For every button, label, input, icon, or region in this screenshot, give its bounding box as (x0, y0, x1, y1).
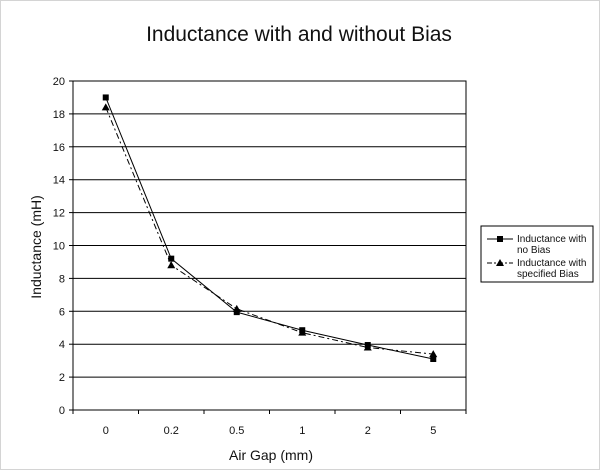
x-axis-label: Air Gap (mm) (229, 447, 313, 463)
y-tick-label: 6 (59, 306, 65, 318)
chart-title: Inductance with and without Bias (146, 23, 452, 46)
series-2-point-1 (167, 261, 176, 269)
x-tick-label: 2 (365, 425, 371, 437)
legend-label-2: Inductance with (517, 258, 587, 269)
series-2-point-4 (363, 343, 372, 351)
y-tick-label: 2 (59, 372, 65, 384)
legend-label-2: specified Bias (517, 269, 579, 280)
series-1-point-2 (233, 309, 240, 316)
series-2-point-5 (429, 350, 438, 358)
series-1 (102, 94, 437, 363)
series-1-point-5 (430, 356, 437, 363)
series-1-point-0 (102, 94, 109, 101)
series-layer (101, 94, 438, 363)
x-tick-label: 5 (430, 425, 436, 437)
y-axis-ticks: 0 2 4 6 8 10 12 14 16 18 20 (53, 76, 73, 417)
legend-marker-1 (497, 236, 503, 242)
y-tick-label: 20 (53, 76, 65, 88)
y-tick-label: 0 (59, 405, 65, 417)
series-2 (101, 103, 438, 358)
y-tick-label: 4 (59, 339, 65, 351)
legend-label-1: Inductance with (517, 234, 587, 245)
y-axis-label: Inductance (mH) (28, 195, 44, 298)
y-tick-label: 12 (53, 208, 65, 220)
series-2-point-0 (101, 103, 110, 111)
x-tick-label: 1 (299, 425, 305, 437)
x-tick-label: 0 (103, 425, 109, 437)
y-tick-label: 18 (53, 109, 65, 121)
x-tick-label: 0.5 (229, 425, 244, 437)
grid-lines (73, 113, 466, 378)
y-tick-label: 8 (59, 273, 65, 285)
legend-marker-2 (496, 259, 504, 266)
legend-label-1: no Bias (517, 245, 550, 256)
x-axis-ticks: 0 0.2 0.5 1 2 5 (72, 410, 467, 437)
series-2-point-3 (298, 328, 307, 336)
legend-box (480, 225, 594, 283)
series-1-point-1 (168, 255, 175, 262)
y-tick-label: 10 (53, 241, 65, 253)
series-2-line (105, 107, 434, 355)
x-tick-label: 0.2 (164, 425, 179, 437)
y-tick-label: 14 (53, 175, 65, 187)
series-2-point-2 (232, 304, 241, 312)
series-1-line (105, 97, 434, 360)
y-tick-label: 16 (53, 142, 65, 154)
